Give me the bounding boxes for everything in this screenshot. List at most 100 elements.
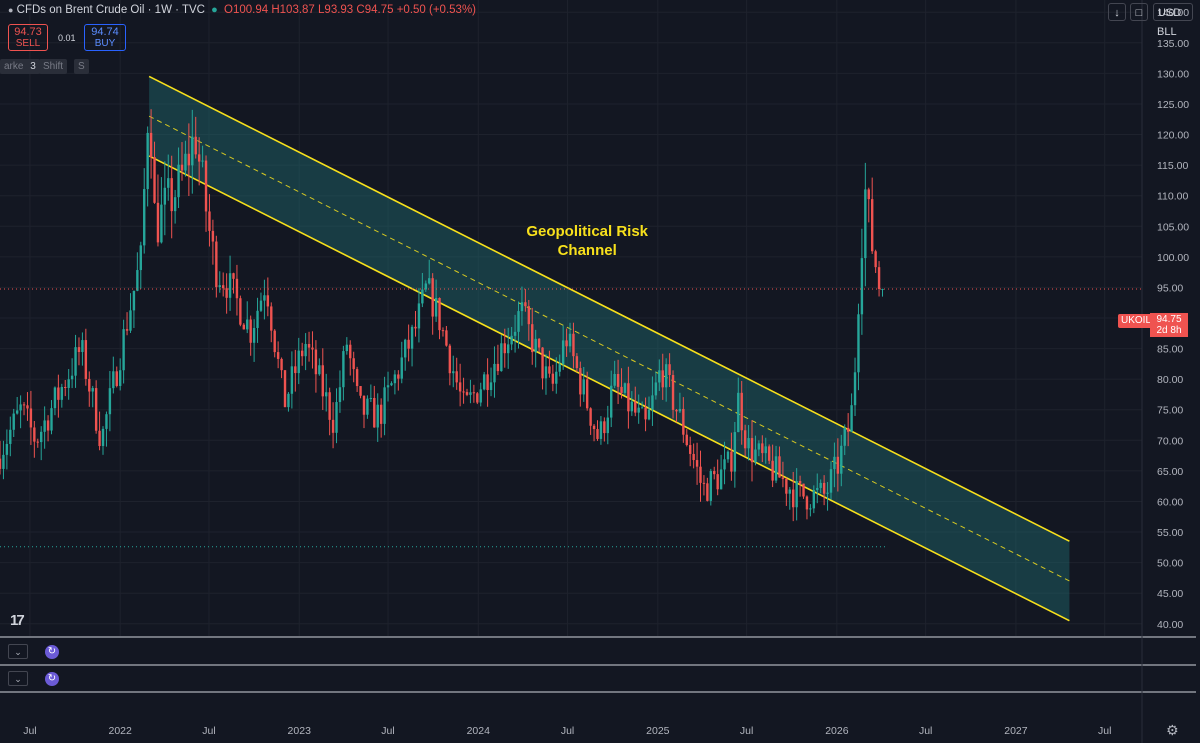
candle-body (877, 267, 881, 289)
pane1-collapse-button[interactable]: ⌄ (8, 644, 28, 659)
candle-body (826, 492, 829, 494)
fullscreen-icon[interactable]: □ (1130, 3, 1148, 21)
candle-body (304, 343, 307, 357)
candle-body (177, 164, 180, 198)
s-pill[interactable]: S (74, 59, 89, 74)
candle-body (215, 241, 218, 288)
candle-body (355, 369, 359, 387)
channel-label-line1: Geopolitical Risk (526, 223, 648, 240)
price-tick-label: 110.00 (1157, 191, 1188, 203)
currency-select[interactable]: USD (1153, 3, 1193, 21)
candle-body (592, 425, 596, 430)
candle-body (843, 427, 846, 446)
candle-body (507, 344, 510, 354)
candle-body (441, 330, 445, 332)
candle-body (726, 451, 730, 460)
candle-body (654, 382, 658, 396)
channel-lower-line (148, 155, 1070, 622)
candle-body (640, 407, 644, 409)
candle-body (575, 356, 579, 369)
price-tick-label: 120.00 (1157, 130, 1189, 142)
shift-pill[interactable]: Shift (39, 59, 68, 74)
regression-channel[interactable] (148, 75, 1070, 622)
candle-body (616, 374, 620, 387)
unit-select[interactable]: BLL (1157, 26, 1177, 38)
candle-body (187, 153, 191, 166)
arrow-down-icon[interactable]: ↓ (1108, 3, 1126, 21)
channel-mid-line (148, 115, 1070, 582)
candle-body (870, 199, 874, 252)
candle-body (524, 302, 527, 307)
candle-body (486, 374, 489, 391)
candle-body (266, 295, 270, 307)
candle-body (764, 446, 767, 454)
candle-body (225, 288, 228, 298)
candle-body (857, 314, 860, 373)
symbol-header[interactable]: ● CFDs on Brent Crude Oil · 1W · TVC ● O… (8, 4, 476, 16)
price-tick-label: 100.00 (1157, 252, 1189, 264)
candle-body (307, 343, 311, 348)
candle-body (173, 197, 177, 212)
candle-body (156, 202, 160, 243)
candle-body (534, 338, 537, 353)
candle-body (517, 311, 520, 332)
buy-button[interactable]: 94.74 BUY (84, 24, 126, 51)
sell-button[interactable]: 94.73 SELL (8, 24, 48, 51)
candle-body (300, 350, 304, 357)
candle-body (122, 329, 125, 371)
candle-body (94, 388, 98, 431)
candle-body (232, 273, 235, 279)
candle-series (0, 109, 884, 522)
candle-body (503, 343, 506, 354)
time-axis[interactable]: Jul 2022 Jul 2023 Jul 2024 Jul 2025 Jul 2026 Jul 20… (23, 725, 1111, 737)
candle-body (812, 490, 816, 509)
pane2-indicator-icon[interactable]: ↻ (45, 672, 59, 686)
candle-body (211, 230, 215, 242)
candle-body (191, 136, 194, 166)
candle-body (88, 378, 91, 392)
time-tick-label: 2027 (1004, 725, 1028, 737)
candle-body (259, 300, 263, 311)
candle-body (379, 404, 383, 424)
candle-body (22, 404, 26, 406)
candle-body (572, 333, 575, 357)
candle-body (476, 393, 479, 403)
price-tick-label: 130.00 (1157, 68, 1189, 80)
candle-body (675, 409, 678, 412)
high-value: H103.87 (271, 4, 315, 16)
candle-body (610, 385, 613, 418)
candle-body (50, 408, 53, 431)
candle-body (129, 310, 132, 331)
price-tick-label: 45.00 (1157, 588, 1183, 600)
time-tick-label: Jul (23, 725, 36, 737)
candle-body (757, 443, 761, 450)
candle-body (699, 466, 702, 483)
candle-body (77, 347, 81, 353)
candle-body (345, 344, 349, 352)
pane1-indicator-icon[interactable]: ↻ (45, 645, 59, 659)
candle-body (774, 456, 778, 481)
candle-body (84, 340, 88, 379)
candle-body (417, 303, 421, 329)
candle-body (647, 409, 651, 420)
candle-body (139, 245, 142, 271)
markers-pill[interactable]: arke 3 (0, 59, 40, 74)
candle-body (373, 397, 376, 428)
candle-body (737, 392, 740, 433)
pane2-collapse-button[interactable]: ⌄ (8, 671, 28, 686)
candle-body (276, 352, 280, 359)
candle-body (218, 285, 221, 288)
time-tick-label: 2023 (288, 725, 312, 737)
settings-gear-icon[interactable]: ⚙ (1166, 722, 1179, 738)
channel-label-line2: Channel (558, 242, 617, 259)
tradingview-logo: 17 (10, 612, 25, 629)
candle-body (5, 443, 9, 455)
candle-body (228, 273, 232, 298)
candle-body (118, 370, 122, 386)
candle-body (321, 365, 324, 397)
candle-body (376, 404, 379, 428)
price-tick-label: 70.00 (1157, 435, 1183, 447)
symbol-title[interactable]: CFDs on Brent Crude Oil · 1W · TVC (16, 4, 205, 16)
candle-body (850, 405, 853, 432)
